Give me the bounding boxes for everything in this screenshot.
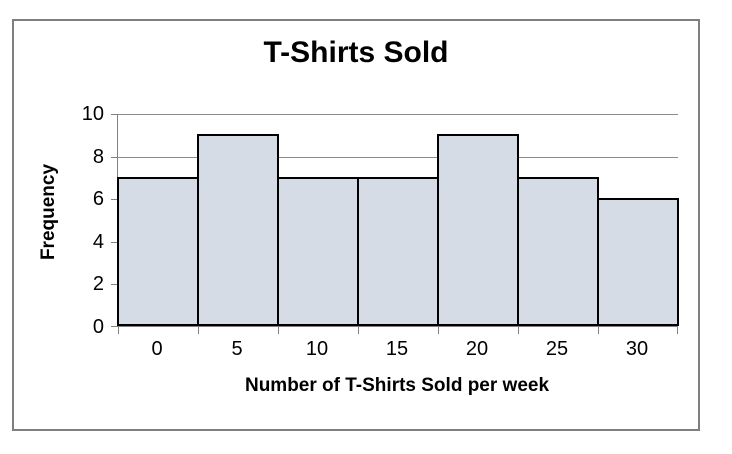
x-tick-label-5: 5 xyxy=(231,338,243,360)
x-tick-label-30: 30 xyxy=(625,338,649,360)
y-tick-label-8: 8 xyxy=(92,145,104,168)
histogram-bar-5 xyxy=(197,134,279,326)
x-axis-line xyxy=(118,326,678,327)
x-axis-tick-3 xyxy=(358,327,359,334)
histogram-bar-20 xyxy=(437,134,519,326)
x-axis-tick-5 xyxy=(518,327,519,334)
y-tick-label-10: 10 xyxy=(81,103,104,125)
x-tick-label-20: 20 xyxy=(465,338,489,360)
x-tick-label-15: 15 xyxy=(385,338,409,360)
chart-title: T-Shirts Sold xyxy=(263,36,449,69)
y-axis-tick-4 xyxy=(111,241,118,243)
gridline-y-10 xyxy=(118,114,678,115)
x-axis-tick-2 xyxy=(278,327,279,334)
y-tick-label-4: 4 xyxy=(92,230,104,253)
histogram-bar-15 xyxy=(357,177,439,326)
gridline-y-8 xyxy=(118,156,678,158)
x-tick-label-25: 25 xyxy=(545,338,569,360)
x-axis-tick-1 xyxy=(198,327,199,334)
y-axis-tick-10 xyxy=(111,114,118,115)
x-axis-tick-4 xyxy=(438,327,439,334)
y-axis-tick-2 xyxy=(111,284,118,286)
y-tick-label-2: 2 xyxy=(92,273,104,296)
x-axis-tick-6 xyxy=(598,327,599,334)
plot-area xyxy=(111,114,679,334)
histogram-bar-10 xyxy=(277,177,359,326)
x-tick-label-0: 0 xyxy=(151,338,163,360)
x-axis-title: Number of T-Shirts Sold per week xyxy=(244,375,550,396)
x-axis-tick-0 xyxy=(118,327,119,334)
x-tick-label-10: 10 xyxy=(305,338,329,360)
histogram-bar-25 xyxy=(517,177,599,326)
y-axis-tick-0 xyxy=(111,326,118,327)
y-axis-tick-6 xyxy=(111,199,118,201)
y-axis-tick-8 xyxy=(111,156,118,158)
x-axis-tick-7 xyxy=(677,327,678,334)
y-tick-label-6: 6 xyxy=(92,188,104,211)
histogram-bar-0 xyxy=(117,177,199,326)
histogram-bar-30 xyxy=(597,198,679,326)
y-tick-label-0: 0 xyxy=(92,316,104,338)
